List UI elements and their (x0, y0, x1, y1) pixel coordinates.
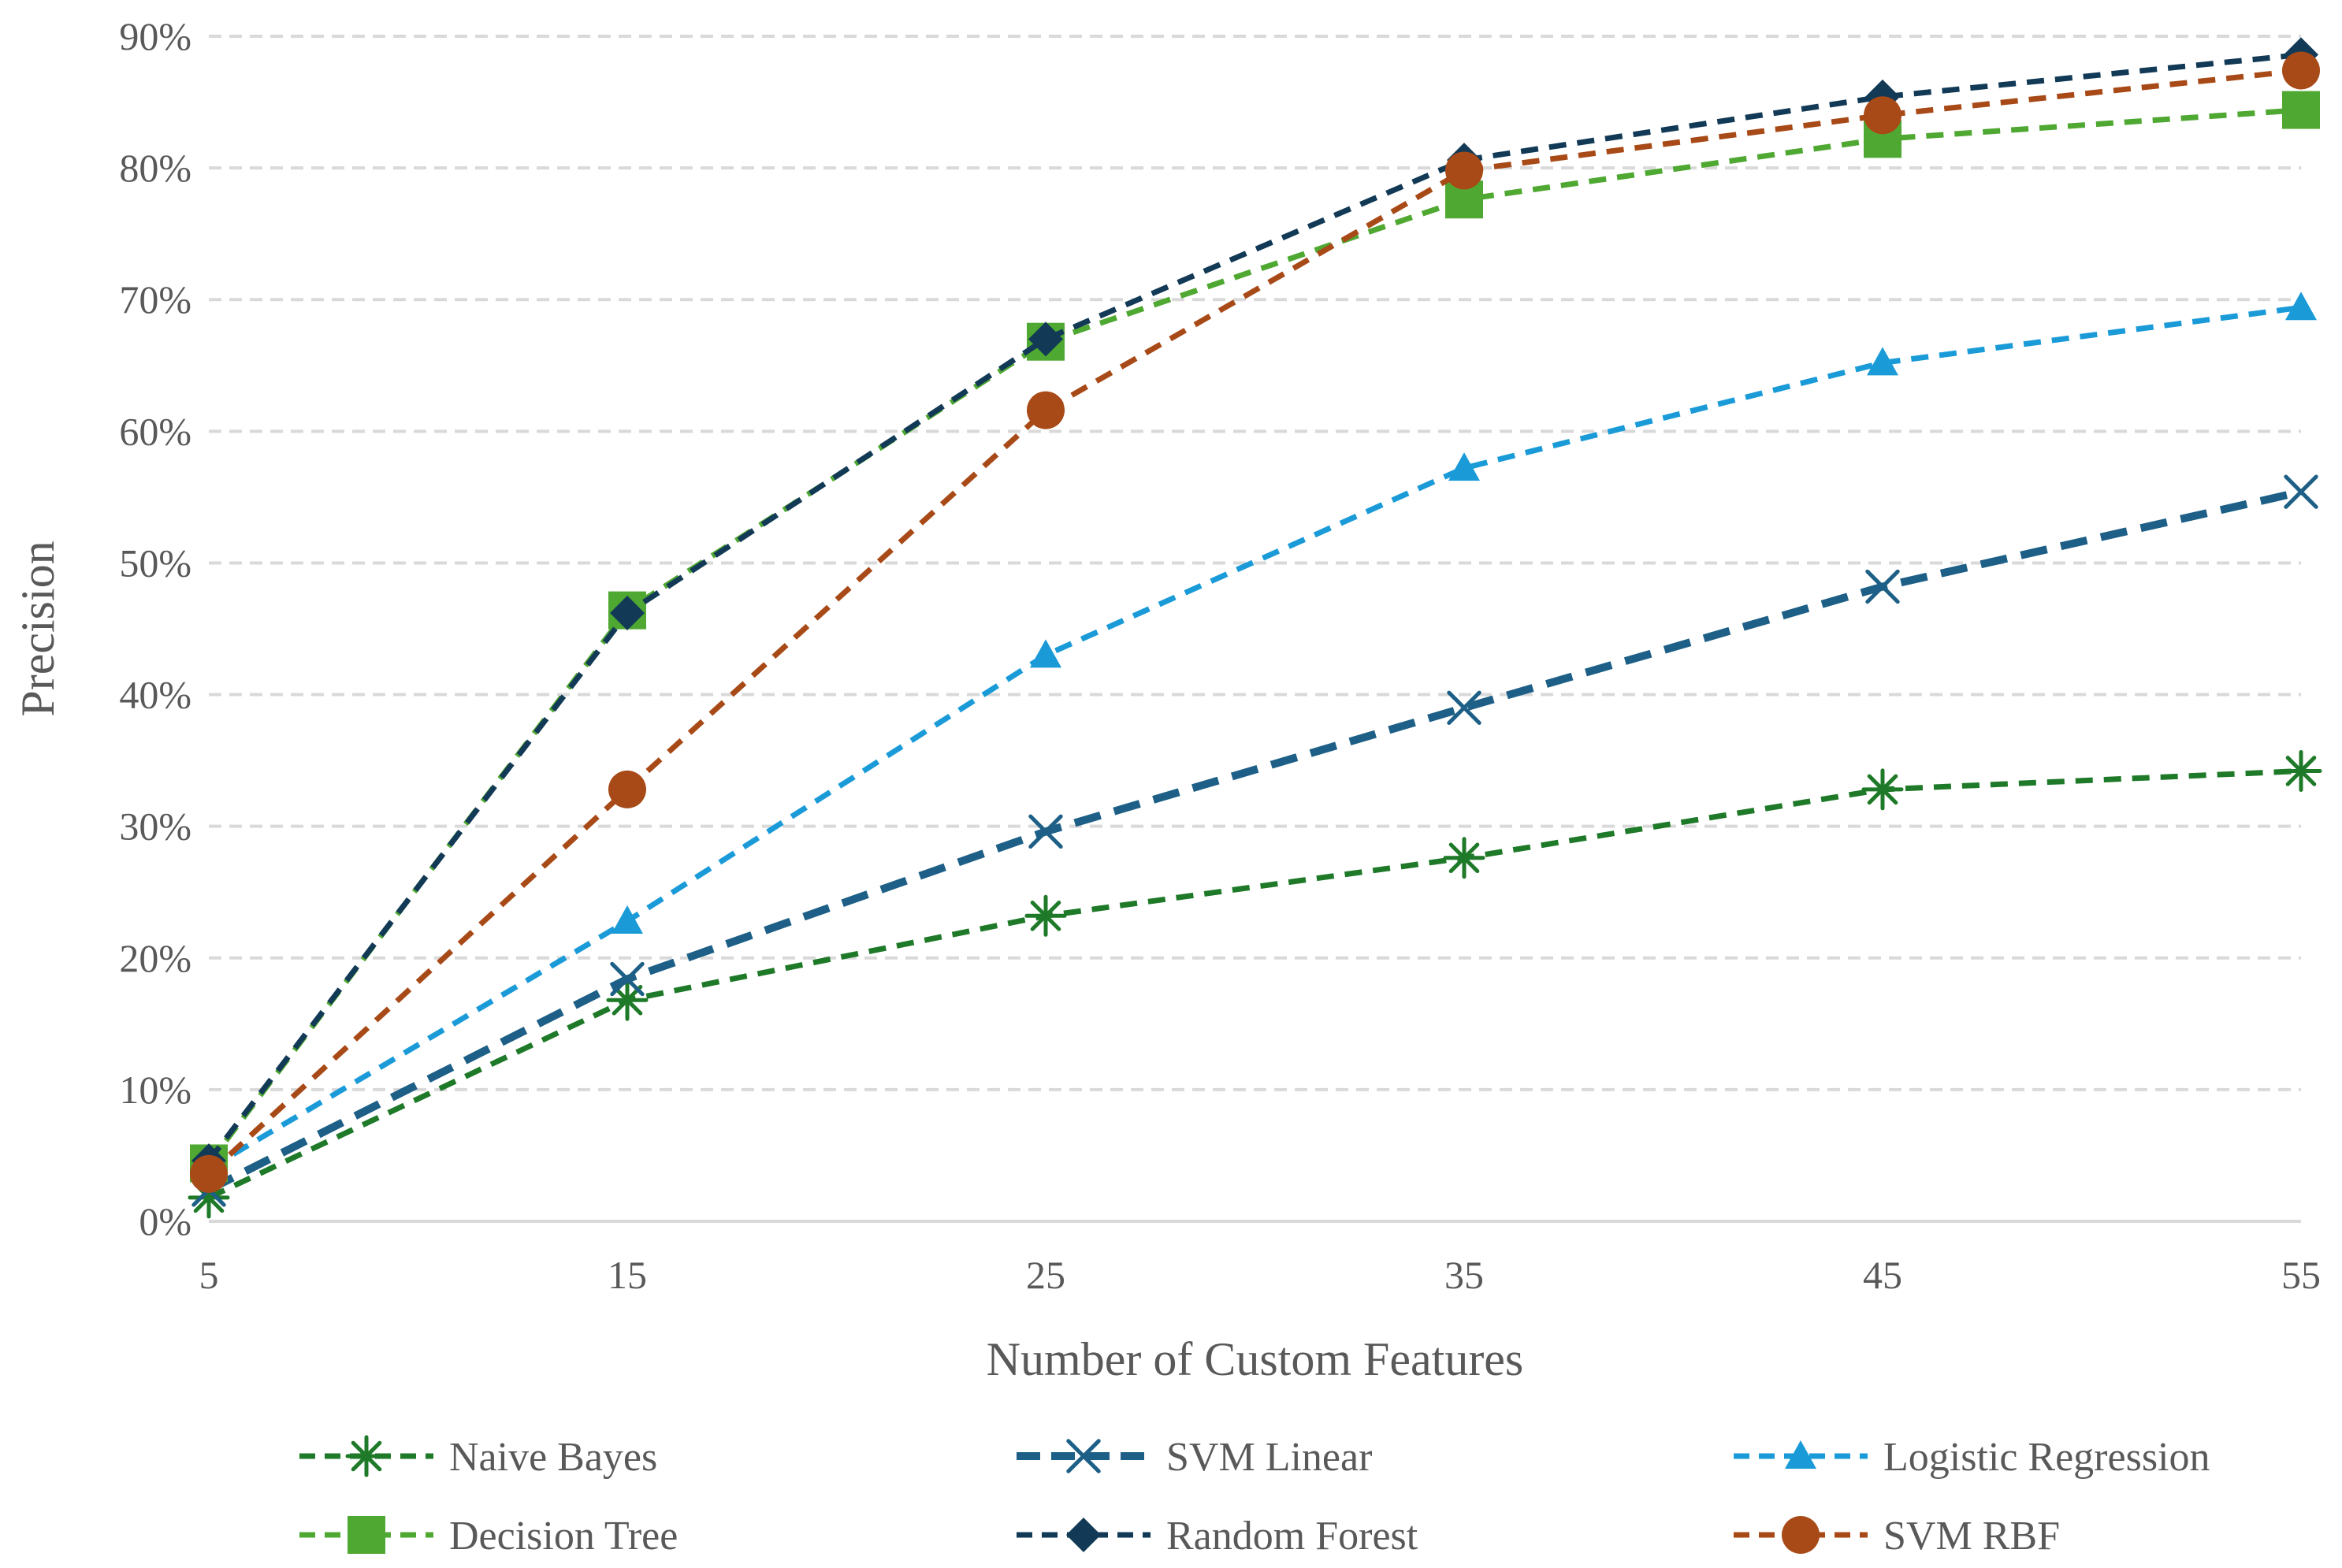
series-logistic-regression (193, 292, 2317, 1182)
legend-marker (1066, 1518, 1101, 1552)
data-point-svm-linear (1865, 569, 1900, 604)
legend-item-logistic-regression: Logistic Regression (1734, 1435, 2210, 1480)
legend-item-svm-rbf: SVM RBF (1734, 1514, 2060, 1559)
series-line-random-forest (206, 51, 2302, 1163)
series-line-logistic-regression (207, 304, 2302, 1172)
legend-item-naive-bayes: Naive Bayes (299, 1435, 657, 1480)
legend-label: Decision Tree (449, 1514, 678, 1559)
y-tick-label: 60% (119, 409, 191, 453)
x-tick-label: 15 (608, 1253, 647, 1297)
series-decision-tree (190, 91, 2320, 1183)
data-point-naive-bayes (606, 979, 649, 1021)
legend-label: SVM Linear (1166, 1435, 1372, 1480)
y-tick-label: 90% (119, 14, 191, 58)
legend-marker (1782, 1516, 1820, 1554)
data-point-svm-rbf (1864, 96, 1901, 135)
series-line-decision-tree (206, 107, 2302, 1165)
data-point-random-forest (610, 595, 645, 630)
gridlines (209, 35, 2301, 1091)
legend-item-random-forest: Random Forest (1017, 1514, 1418, 1559)
data-point-svm-linear (1447, 690, 1481, 725)
legend-marker (1066, 1439, 1101, 1473)
data-point-logistic-regression (2285, 292, 2317, 321)
series-random-forest (191, 37, 2318, 1179)
series-svm-rbf (190, 51, 2320, 1193)
y-tick-label: 30% (119, 804, 191, 849)
y-tick-label: 10% (119, 1068, 191, 1112)
legend: Naive Bayes SVM Linear Logistic Regression… (299, 1435, 2210, 1559)
series-naive-bayes (188, 749, 2322, 1219)
axes: 0% 10% 20% 30% 40% 50% 60% 70% 80% 90% 5 15 25 35 45 55… (12, 14, 2321, 1385)
data-point-svm-rbf (2282, 51, 2320, 90)
y-tick-label: 20% (119, 936, 191, 980)
data-point-svm-linear (1028, 814, 1063, 849)
data-point-naive-bayes (2280, 749, 2322, 792)
legend-item-decision-tree: Decision Tree (299, 1514, 678, 1559)
data-point-logistic-regression (1448, 452, 1480, 481)
x-tick-label: 55 (2281, 1253, 2321, 1297)
data-point-svm-rbf (608, 770, 646, 808)
data-point-naive-bayes (1443, 837, 1485, 879)
data-point-logistic-regression (1030, 639, 1061, 668)
legend-marker (345, 1435, 388, 1477)
x-tick-label: 5 (199, 1253, 219, 1297)
series-line-svm-linear (206, 488, 2303, 1194)
y-tick-label: 0% (139, 1199, 191, 1243)
x-tick-label: 25 (1026, 1253, 1065, 1297)
series-lines (188, 37, 2322, 1219)
x-tick-label: 35 (1444, 1253, 1484, 1297)
legend-label: Logistic Regression (1883, 1435, 2210, 1480)
data-point-svm-linear (2284, 474, 2318, 509)
legend-label: Naive Bayes (449, 1435, 657, 1480)
data-point-naive-bayes (1024, 894, 1067, 937)
y-tick-label: 40% (119, 673, 191, 717)
y-tick-label: 50% (119, 541, 191, 585)
data-point-svm-rbf (1027, 391, 1065, 429)
x-tick-label: 45 (1863, 1253, 1902, 1297)
legend-marker (348, 1516, 385, 1554)
y-axis-title: Precision (12, 541, 64, 716)
legend-label: SVM RBF (1883, 1514, 2060, 1559)
data-point-logistic-regression (1867, 347, 1898, 376)
data-point-naive-bayes (1861, 768, 1904, 811)
data-point-random-forest (1028, 321, 1063, 357)
series-line-naive-bayes (207, 767, 2302, 1201)
y-tick-label: 70% (119, 277, 191, 321)
data-point-svm-rbf (1445, 151, 1483, 190)
data-point-svm-rbf (190, 1154, 228, 1193)
legend-label: Random Forest (1166, 1514, 1418, 1559)
series-line-svm-rbf (206, 67, 2302, 1176)
x-axis-title: Number of Custom Features (987, 1333, 1524, 1385)
data-point-svm-linear (610, 961, 645, 997)
data-point-decision-tree (2282, 91, 2320, 129)
y-tick-label: 80% (119, 146, 191, 190)
series-svm-linear (191, 474, 2318, 1207)
legend-marker (1785, 1440, 1816, 1469)
legend-item-svm-linear: SVM Linear (1017, 1435, 1372, 1480)
data-point-logistic-regression (612, 905, 643, 934)
